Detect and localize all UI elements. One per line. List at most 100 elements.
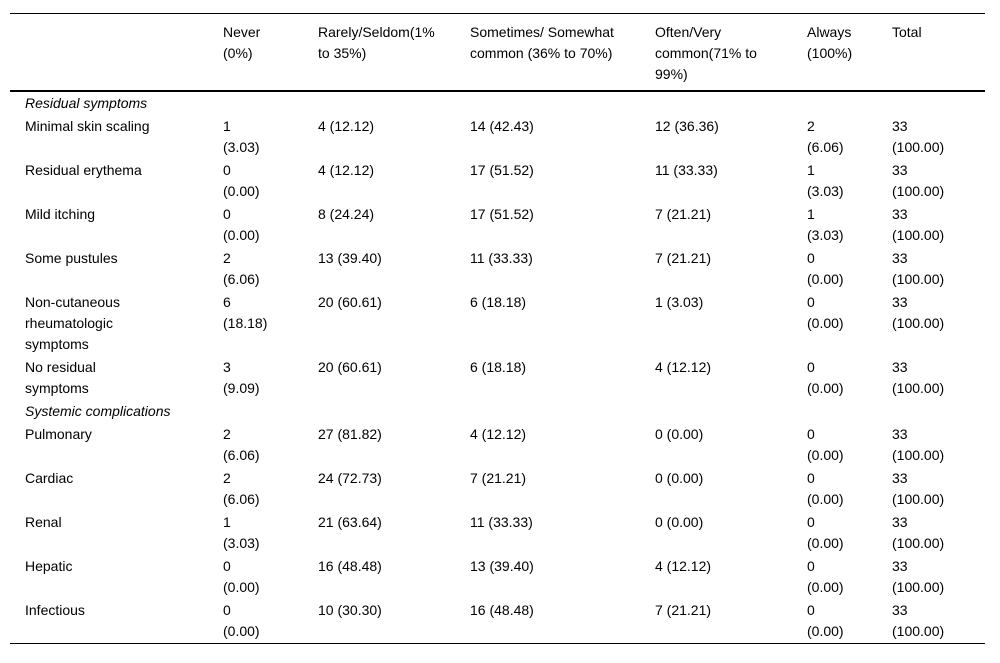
data-cell: 0 (0.00) xyxy=(807,470,844,507)
data-cell: 11 (33.33) xyxy=(470,514,533,530)
results-table: Never (0%) Rarely/Seldom(1% to 35%) Some… xyxy=(10,13,985,644)
data-cell: 11 (33.33) xyxy=(655,162,718,178)
data-cell: 13 (39.40) xyxy=(318,250,382,266)
data-cell: 1 (3.03) xyxy=(807,162,844,199)
data-cell: 4 (12.12) xyxy=(655,558,712,574)
data-cell: 20 (60.61) xyxy=(318,359,382,375)
data-cell: 2 (6.06) xyxy=(223,470,260,507)
data-cell: 0 (0.00) xyxy=(223,162,260,199)
row-label: Residual erythema xyxy=(25,162,142,178)
data-cell: 17 (51.52) xyxy=(470,206,534,222)
column-header-always: Always (100%) xyxy=(807,24,853,61)
data-cell: 0 (0.00) xyxy=(655,514,704,530)
table-row: Cardiac 2 (6.06) 24 (72.73) 7 (21.21) 0 … xyxy=(10,467,985,511)
data-cell: 2 (6.06) xyxy=(223,250,260,287)
data-cell: 1 (3.03) xyxy=(655,294,704,310)
data-cell: 6 (18.18) xyxy=(223,294,268,331)
data-cell: 0 (0.00) xyxy=(807,602,844,639)
table-row: Minimal skin scaling 1 (3.03) 4 (12.12) … xyxy=(10,115,985,159)
data-cell: 0 (0.00) xyxy=(655,470,704,486)
data-cell: 17 (51.52) xyxy=(470,162,534,178)
table-header: Never (0%) Rarely/Seldom(1% to 35%) Some… xyxy=(10,14,985,92)
section-label: Residual symptoms xyxy=(25,95,148,111)
data-cell: 7 (21.21) xyxy=(655,602,712,618)
row-label: Some pustules xyxy=(25,250,118,266)
data-cell: 33 (100.00) xyxy=(892,206,945,243)
data-cell: 14 (42.43) xyxy=(470,118,534,134)
data-cell: 0 (0.00) xyxy=(807,426,844,463)
column-header-blank xyxy=(10,14,223,92)
data-cell: 0 (0.00) xyxy=(807,514,844,551)
data-cell: 10 (30.30) xyxy=(318,602,382,618)
data-cell: 0 (0.00) xyxy=(223,558,260,595)
row-label: Cardiac xyxy=(25,470,74,486)
row-label: Minimal skin scaling xyxy=(25,118,150,134)
data-cell: 12 (36.36) xyxy=(655,118,719,134)
data-cell: 2 (6.06) xyxy=(223,426,260,463)
header-row: Never (0%) Rarely/Seldom(1% to 35%) Some… xyxy=(10,14,985,92)
data-cell: 20 (60.61) xyxy=(318,294,382,310)
data-cell: 0 (0.00) xyxy=(807,359,844,396)
data-cell: 0 (0.00) xyxy=(807,558,844,595)
table-row: Infectious 0 (0.00) 10 (30.30) 16 (48.48… xyxy=(10,599,985,644)
data-cell: 1 (3.03) xyxy=(807,206,844,243)
data-cell: 33 (100.00) xyxy=(892,514,945,551)
data-cell: 8 (24.24) xyxy=(318,206,375,222)
section-label: Systemic complications xyxy=(25,403,171,419)
data-cell: 1 (3.03) xyxy=(223,514,260,551)
data-cell: 33 (100.00) xyxy=(892,470,945,507)
data-cell: 33 (100.00) xyxy=(892,162,945,199)
section-header-row: Systemic complications xyxy=(10,400,985,423)
data-cell: 11 (33.33) xyxy=(470,250,533,266)
table-row: Pulmonary 2 (6.06) 27 (81.82) 4 (12.12) … xyxy=(10,423,985,467)
data-cell: 24 (72.73) xyxy=(318,470,382,486)
data-cell: 4 (12.12) xyxy=(655,359,712,375)
data-cell: 2 (6.06) xyxy=(807,118,844,155)
data-cell: 6 (18.18) xyxy=(470,294,527,310)
data-cell: 0 (0.00) xyxy=(807,294,844,331)
data-cell: 33 (100.00) xyxy=(892,118,945,155)
column-header-total: Total xyxy=(892,24,922,40)
data-cell: 3 (9.09) xyxy=(223,359,260,396)
data-cell: 7 (21.21) xyxy=(655,206,712,222)
data-cell: 33 (100.00) xyxy=(892,558,945,595)
row-label: Pulmonary xyxy=(25,426,92,442)
table-row: Renal 1 (3.03) 21 (63.64) 11 (33.33) 0 (… xyxy=(10,511,985,555)
row-label: Renal xyxy=(25,514,62,530)
section-header-row: Residual symptoms xyxy=(10,91,985,115)
column-header-rarely: Rarely/Seldom(1% to 35%) xyxy=(318,24,435,61)
column-header-never: Never (0%) xyxy=(223,24,261,61)
data-cell: 7 (21.21) xyxy=(655,250,712,266)
table-row: No residual symptoms 3 (9.09) 20 (60.61)… xyxy=(10,356,985,400)
table-body: Residual symptoms Minimal skin scaling 1… xyxy=(10,91,985,644)
table-row: Some pustules 2 (6.06) 13 (39.40) 11 (33… xyxy=(10,247,985,291)
row-label: Infectious xyxy=(25,602,85,618)
column-header-often: Often/Very common(71% to 99%) xyxy=(655,24,757,82)
data-cell: 21 (63.64) xyxy=(318,514,382,530)
row-label: No residual symptoms xyxy=(25,359,96,396)
data-cell: 33 (100.00) xyxy=(892,294,945,331)
data-cell: 33 (100.00) xyxy=(892,426,945,463)
data-cell: 1 (3.03) xyxy=(223,118,260,155)
data-cell: 7 (21.21) xyxy=(470,470,527,486)
data-cell: 4 (12.12) xyxy=(470,426,527,442)
data-cell: 4 (12.12) xyxy=(318,118,375,134)
table-row: Hepatic 0 (0.00) 16 (48.48) 13 (39.40) 4… xyxy=(10,555,985,599)
table-row: Residual erythema 0 (0.00) 4 (12.12) 17 … xyxy=(10,159,985,203)
data-cell: 33 (100.00) xyxy=(892,602,945,639)
data-cell: 33 (100.00) xyxy=(892,359,945,396)
data-cell: 0 (0.00) xyxy=(655,426,704,442)
data-cell: 0 (0.00) xyxy=(223,206,260,243)
data-cell: 4 (12.12) xyxy=(318,162,375,178)
row-label: Non-cutaneous rheumatologic symptoms xyxy=(25,294,120,352)
data-cell: 16 (48.48) xyxy=(318,558,382,574)
row-label: Hepatic xyxy=(25,558,73,574)
data-cell: 16 (48.48) xyxy=(470,602,534,618)
column-header-sometimes: Sometimes/ Somewhat common (36% to 70%) xyxy=(470,24,614,61)
data-cell: 33 (100.00) xyxy=(892,250,945,287)
row-label: Mild itching xyxy=(25,206,96,222)
table-row: Mild itching 0 (0.00) 8 (24.24) 17 (51.5… xyxy=(10,203,985,247)
data-cell: 27 (81.82) xyxy=(318,426,382,442)
data-cell: 0 (0.00) xyxy=(807,250,844,287)
table-row: Non-cutaneous rheumatologic symptoms 6 (… xyxy=(10,291,985,356)
